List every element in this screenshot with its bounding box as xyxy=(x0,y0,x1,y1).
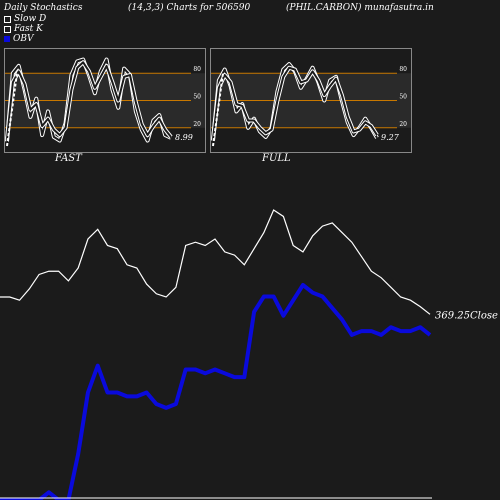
close-value-label: 369.25Close xyxy=(435,310,498,321)
legend-slow-d: Slow D xyxy=(4,14,46,24)
fast-slow-d-line-inner xyxy=(6,61,172,139)
fast-level-label-50: 50 xyxy=(193,94,201,101)
fast-last-value-label: 8.99 xyxy=(175,133,193,142)
fast-start-dash xyxy=(6,73,18,147)
chart-params: (14,3,3) Charts for 506590 xyxy=(128,3,251,13)
fast-stoch-plot: 80 50 208.99 xyxy=(5,57,205,147)
full-stoch-panel: 80 50 20 9.27 xyxy=(210,48,412,153)
legend-obv-swatch xyxy=(4,36,10,42)
fast-stoch-panel: 80 50 20 8.99 xyxy=(4,48,206,153)
legend-fast-k: Fast K xyxy=(4,24,43,34)
legend-slow-d-swatch xyxy=(4,15,11,23)
full-level-label-20: 20 xyxy=(399,121,407,128)
fast-level-label-80: 80 xyxy=(193,66,201,73)
full-start-dash xyxy=(212,73,224,147)
full-stoch-plot: 80 50 20 9.27 xyxy=(211,62,411,147)
chart-source: (PHIL.CARBON) munafasutra.in xyxy=(286,3,434,13)
fast-level-label-20: 20 xyxy=(193,121,201,128)
full-level-label-50: 50 xyxy=(399,94,407,101)
legend-slow-d-label: Slow D xyxy=(14,14,47,24)
obv-line xyxy=(0,283,432,500)
fast-panel-label: FAST xyxy=(55,153,82,164)
close-price-line xyxy=(0,209,431,315)
legend-fast-k-label: Fast K xyxy=(14,24,43,34)
legend-obv-label: OBV xyxy=(13,34,34,44)
legend-obv: OBV xyxy=(4,34,34,44)
full-full-d-line-inner xyxy=(212,66,378,139)
full-level-label-80: 80 xyxy=(399,66,407,73)
legend-fast-k-swatch xyxy=(4,25,11,33)
chart-title: Daily Stochastics xyxy=(4,3,83,13)
full-last-value-label: 9.27 xyxy=(381,133,400,142)
full-panel-label: FULL xyxy=(262,153,291,164)
